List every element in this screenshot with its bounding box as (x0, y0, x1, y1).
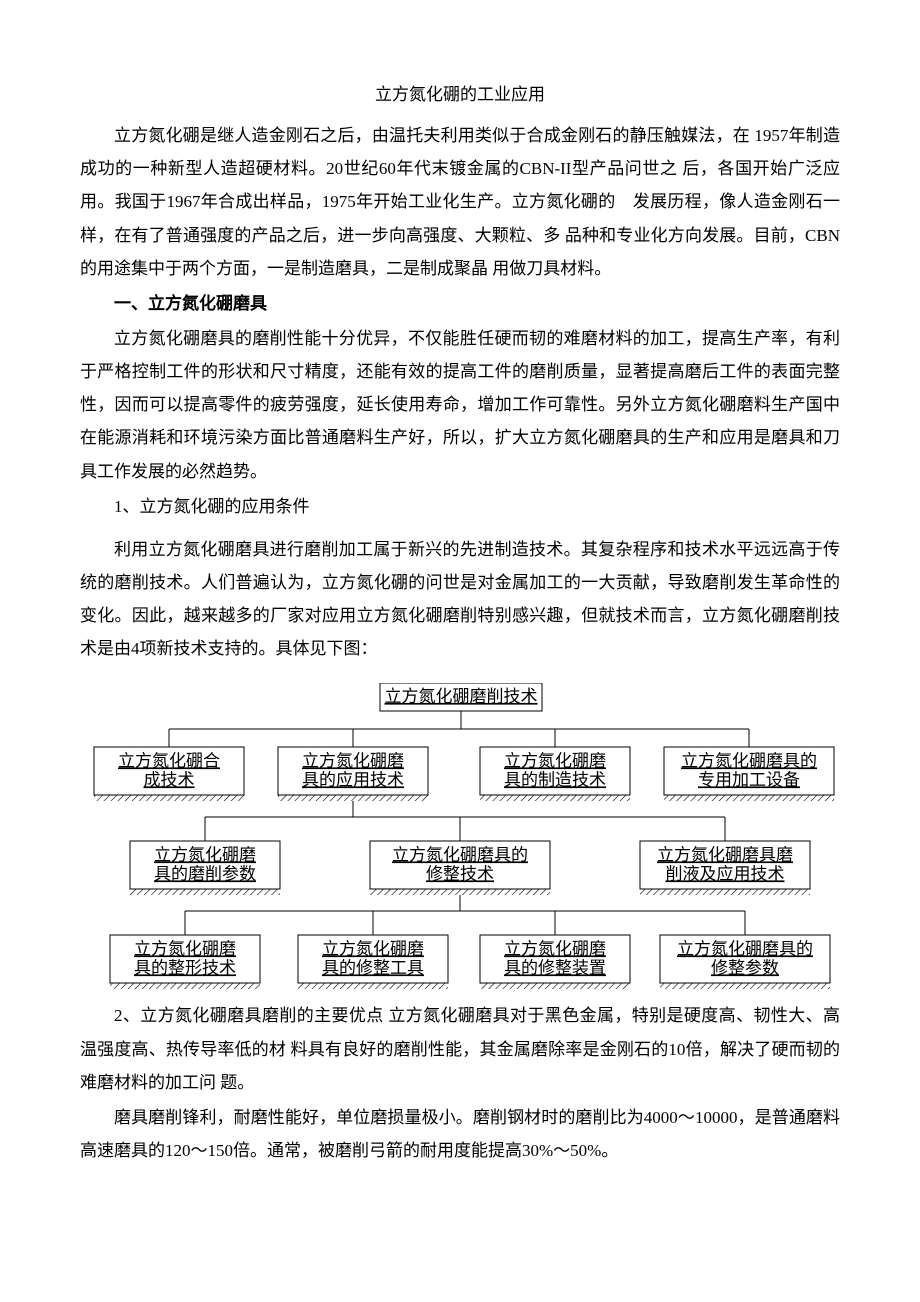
page-title: 立方氮化硼的工业应用 (80, 78, 840, 111)
svg-text:修整参数: 修整参数 (711, 959, 779, 978)
svg-text:成技术: 成技术 (144, 771, 195, 790)
paragraph-5: 磨具磨削锋利，耐磨性能好，单位磨损量极小。磨削钢材时的磨削比为4000～1000… (80, 1101, 840, 1167)
svg-text:具的磨削参数: 具的磨削参数 (154, 865, 256, 884)
svg-text:具的制造技术: 具的制造技术 (504, 771, 606, 790)
paragraph-2: 立方氮化硼磨具的磨削性能十分优异，不仅能胜任硬而韧的难磨材料的加工，提高生产率，… (80, 322, 840, 488)
svg-text:削液及应用技术: 削液及应用技术 (666, 865, 785, 884)
paragraph-intro: 立方氮化硼是继人造金刚石之后，由温托夫利用类似于合成金刚石的静压触媒法，在 19… (80, 119, 840, 285)
svg-text:立方氮化硼磨: 立方氮化硼磨 (322, 940, 424, 959)
svg-text:立方氮化硼磨具磨: 立方氮化硼磨具磨 (657, 846, 793, 865)
svg-text:具的应用技术: 具的应用技术 (302, 771, 404, 790)
svg-text:立方氮化硼磨具的: 立方氮化硼磨具的 (681, 752, 817, 771)
svg-text:立方氮化硼磨具的: 立方氮化硼磨具的 (677, 940, 813, 959)
subheading-1: 1、立方氮化硼的应用条件 (80, 490, 840, 523)
paragraph-4: 2、立方氮化硼磨具磨削的主要优点 立方氮化硼磨具对于黑色金属，特别是硬度高、韧性… (80, 999, 840, 1098)
svg-text:具的修整工具: 具的修整工具 (322, 959, 424, 978)
svg-text:立方氮化硼磨: 立方氮化硼磨 (154, 846, 256, 865)
svg-text:具的整形技术: 具的整形技术 (134, 959, 236, 978)
svg-text:立方氮化硼磨削技术: 立方氮化硼磨削技术 (385, 687, 538, 706)
tech-tree-diagram: 立方氮化硼磨削技术立方氮化硼合成技术立方氮化硼磨具的应用技术立方氮化硼磨具的制造… (80, 683, 840, 993)
svg-text:立方氮化硼合: 立方氮化硼合 (118, 752, 220, 771)
svg-text:立方氮化硼磨: 立方氮化硼磨 (134, 940, 236, 959)
svg-text:立方氮化硼磨具的: 立方氮化硼磨具的 (392, 846, 528, 865)
svg-text:修整技术: 修整技术 (426, 865, 494, 884)
paragraph-3: 利用立方氮化硼磨具进行磨削加工属于新兴的先进制造技术。其复杂程序和技术水平远远高… (80, 533, 840, 666)
svg-text:专用加工设备: 专用加工设备 (698, 771, 800, 790)
svg-text:立方氮化硼磨: 立方氮化硼磨 (302, 752, 404, 771)
svg-text:具的修整装置: 具的修整装置 (504, 959, 606, 978)
svg-text:立方氮化硼磨: 立方氮化硼磨 (504, 940, 606, 959)
svg-text:立方氮化硼磨: 立方氮化硼磨 (504, 752, 606, 771)
section-heading-1: 一、立方氮化硼磨具 (80, 287, 840, 320)
